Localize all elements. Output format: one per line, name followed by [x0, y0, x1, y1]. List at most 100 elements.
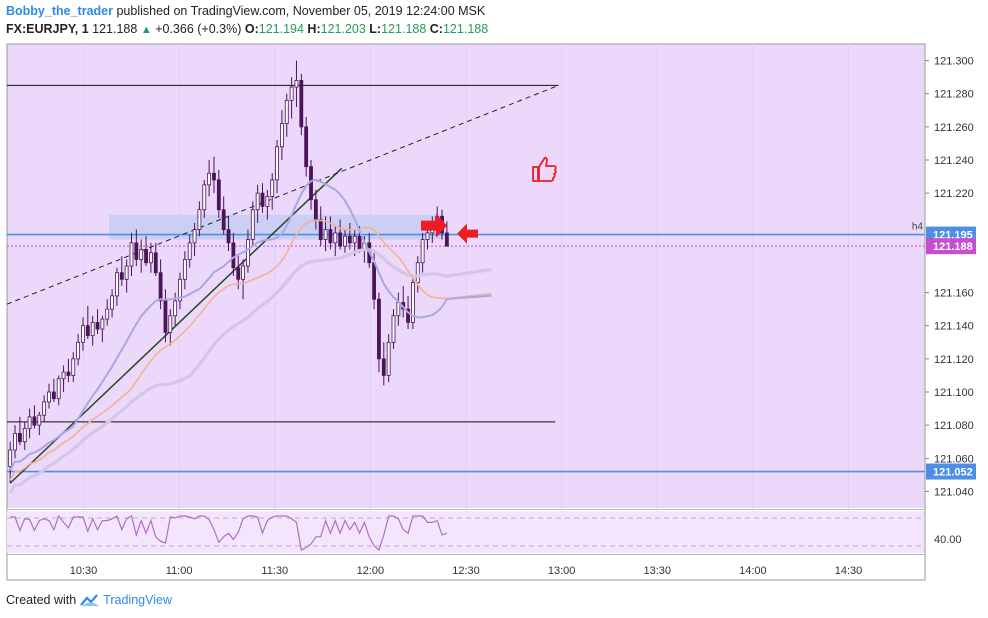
arrow-left-icon [457, 223, 478, 244]
price-tick-label: 121.260 [934, 122, 974, 134]
author-name[interactable]: Bobby_the_trader [6, 4, 113, 18]
candle-body [134, 242, 139, 260]
created-with-text: Created with [6, 593, 77, 607]
price-tick-label: 121.160 [934, 288, 974, 300]
candle-body [168, 315, 173, 333]
candle-body [255, 192, 260, 211]
candle-body [178, 278, 182, 302]
candle-body [246, 239, 250, 267]
candle-body [444, 232, 449, 247]
symbol-label: FX:EURJPY, 1 [6, 22, 89, 36]
candle-body [260, 192, 265, 207]
mid-moving-average [9, 219, 492, 481]
price-axis[interactable]: 121.300 121.280 121.260 121.240 121.220 121.1… [924, 44, 976, 580]
open-value: 121.194 [258, 22, 304, 36]
candle-body [352, 235, 357, 244]
candle-body [76, 341, 81, 360]
candle-body [313, 199, 318, 221]
price-label-121-052[interactable]: 121.052 [926, 463, 976, 480]
candle-body [8, 449, 13, 467]
candle-body [17, 433, 22, 443]
candle-body [221, 209, 226, 230]
main-pane[interactable]: h4 [6, 43, 926, 581]
price-label-box [926, 238, 976, 255]
rsi-tick-label: 40.00 [934, 534, 962, 546]
candle-body [328, 229, 333, 244]
candle-body [173, 300, 178, 317]
candle-body [241, 265, 245, 280]
price-label-121-188[interactable]: 121.188 [926, 238, 976, 255]
candle-body [124, 265, 129, 280]
rsi-pane-background [7, 511, 925, 553]
up-triangle-icon: ▲ [140, 24, 152, 36]
time-tick-label: 10:30 [70, 565, 98, 577]
candle-body [280, 123, 284, 148]
candle-body [425, 232, 430, 240]
price-tick-label: 121.240 [934, 155, 974, 167]
candle-body [333, 232, 338, 244]
candle-body [158, 272, 163, 302]
price-tick-label: 121.100 [934, 387, 974, 399]
candle-body [42, 401, 47, 416]
candle-body [182, 259, 187, 280]
candle-body [411, 282, 415, 323]
candle-body [139, 249, 144, 260]
time-axis[interactable]: 10:30 11:00 11:30 12:00 12:30 13:00 13:30 14:00… [70, 565, 863, 577]
candle-body [386, 341, 391, 376]
candle-body [56, 378, 61, 400]
candle-body [148, 252, 153, 264]
price-tick-label: 121.140 [934, 321, 974, 333]
candle-body [396, 302, 401, 317]
tradingview-brand[interactable]: TradingView [103, 593, 172, 607]
price-tick-label: 121.040 [934, 486, 974, 498]
candle-body [37, 414, 42, 426]
publish-header: Bobby_the_trader published on TradingVie… [6, 4, 485, 18]
last-price: 121.188 [92, 22, 138, 36]
candle-body [212, 172, 216, 181]
rsi-pane: 40.00 [7, 511, 962, 555]
candle-body [61, 371, 66, 380]
candle-body [100, 318, 105, 330]
tradingview-logo-icon [80, 594, 100, 606]
price-tick-label: 121.080 [934, 420, 974, 432]
time-tick-label: 14:00 [739, 565, 767, 577]
rsi-line [10, 514, 448, 552]
candle-body [357, 235, 362, 250]
candle-body [236, 267, 241, 280]
candle-body [226, 229, 231, 244]
candle-body [47, 391, 51, 403]
candle-body [105, 308, 110, 320]
candle-body [406, 308, 410, 323]
candle-body [294, 80, 299, 88]
candle-body [85, 325, 90, 337]
candle-body [197, 209, 202, 230]
ohlc-legend: FX:EURJPY, 1 121.188 ▲ +0.366 (+0.3%) O:… [6, 22, 488, 36]
candle-body [338, 232, 343, 247]
low-value: 121.188 [381, 22, 427, 36]
candle-body [27, 416, 32, 429]
time-tick-label: 12:30 [452, 565, 480, 577]
thumbs-up-icon[interactable] [532, 156, 557, 182]
price-label-box [926, 463, 976, 480]
candle-body [377, 298, 381, 360]
high-label: H: [307, 22, 321, 36]
candle-body [71, 358, 76, 376]
published-text: published on TradingView.com, November 0… [116, 4, 486, 18]
candle-body [207, 172, 212, 186]
time-tick-label: 11:00 [166, 565, 193, 577]
candle-body [115, 272, 119, 297]
candle-body [265, 196, 270, 207]
candle-body [270, 179, 275, 197]
candle-body [343, 235, 347, 247]
candle-body [163, 300, 168, 333]
thumbs-up-shape [532, 156, 557, 182]
candle-body [66, 371, 71, 376]
candle-body [129, 242, 134, 267]
candle-body [110, 295, 114, 310]
candle-body [22, 428, 27, 443]
close-label: C: [429, 22, 443, 36]
fast-moving-average [9, 178, 492, 471]
slow-moving-average [8, 248, 492, 494]
candle-body [95, 321, 100, 330]
